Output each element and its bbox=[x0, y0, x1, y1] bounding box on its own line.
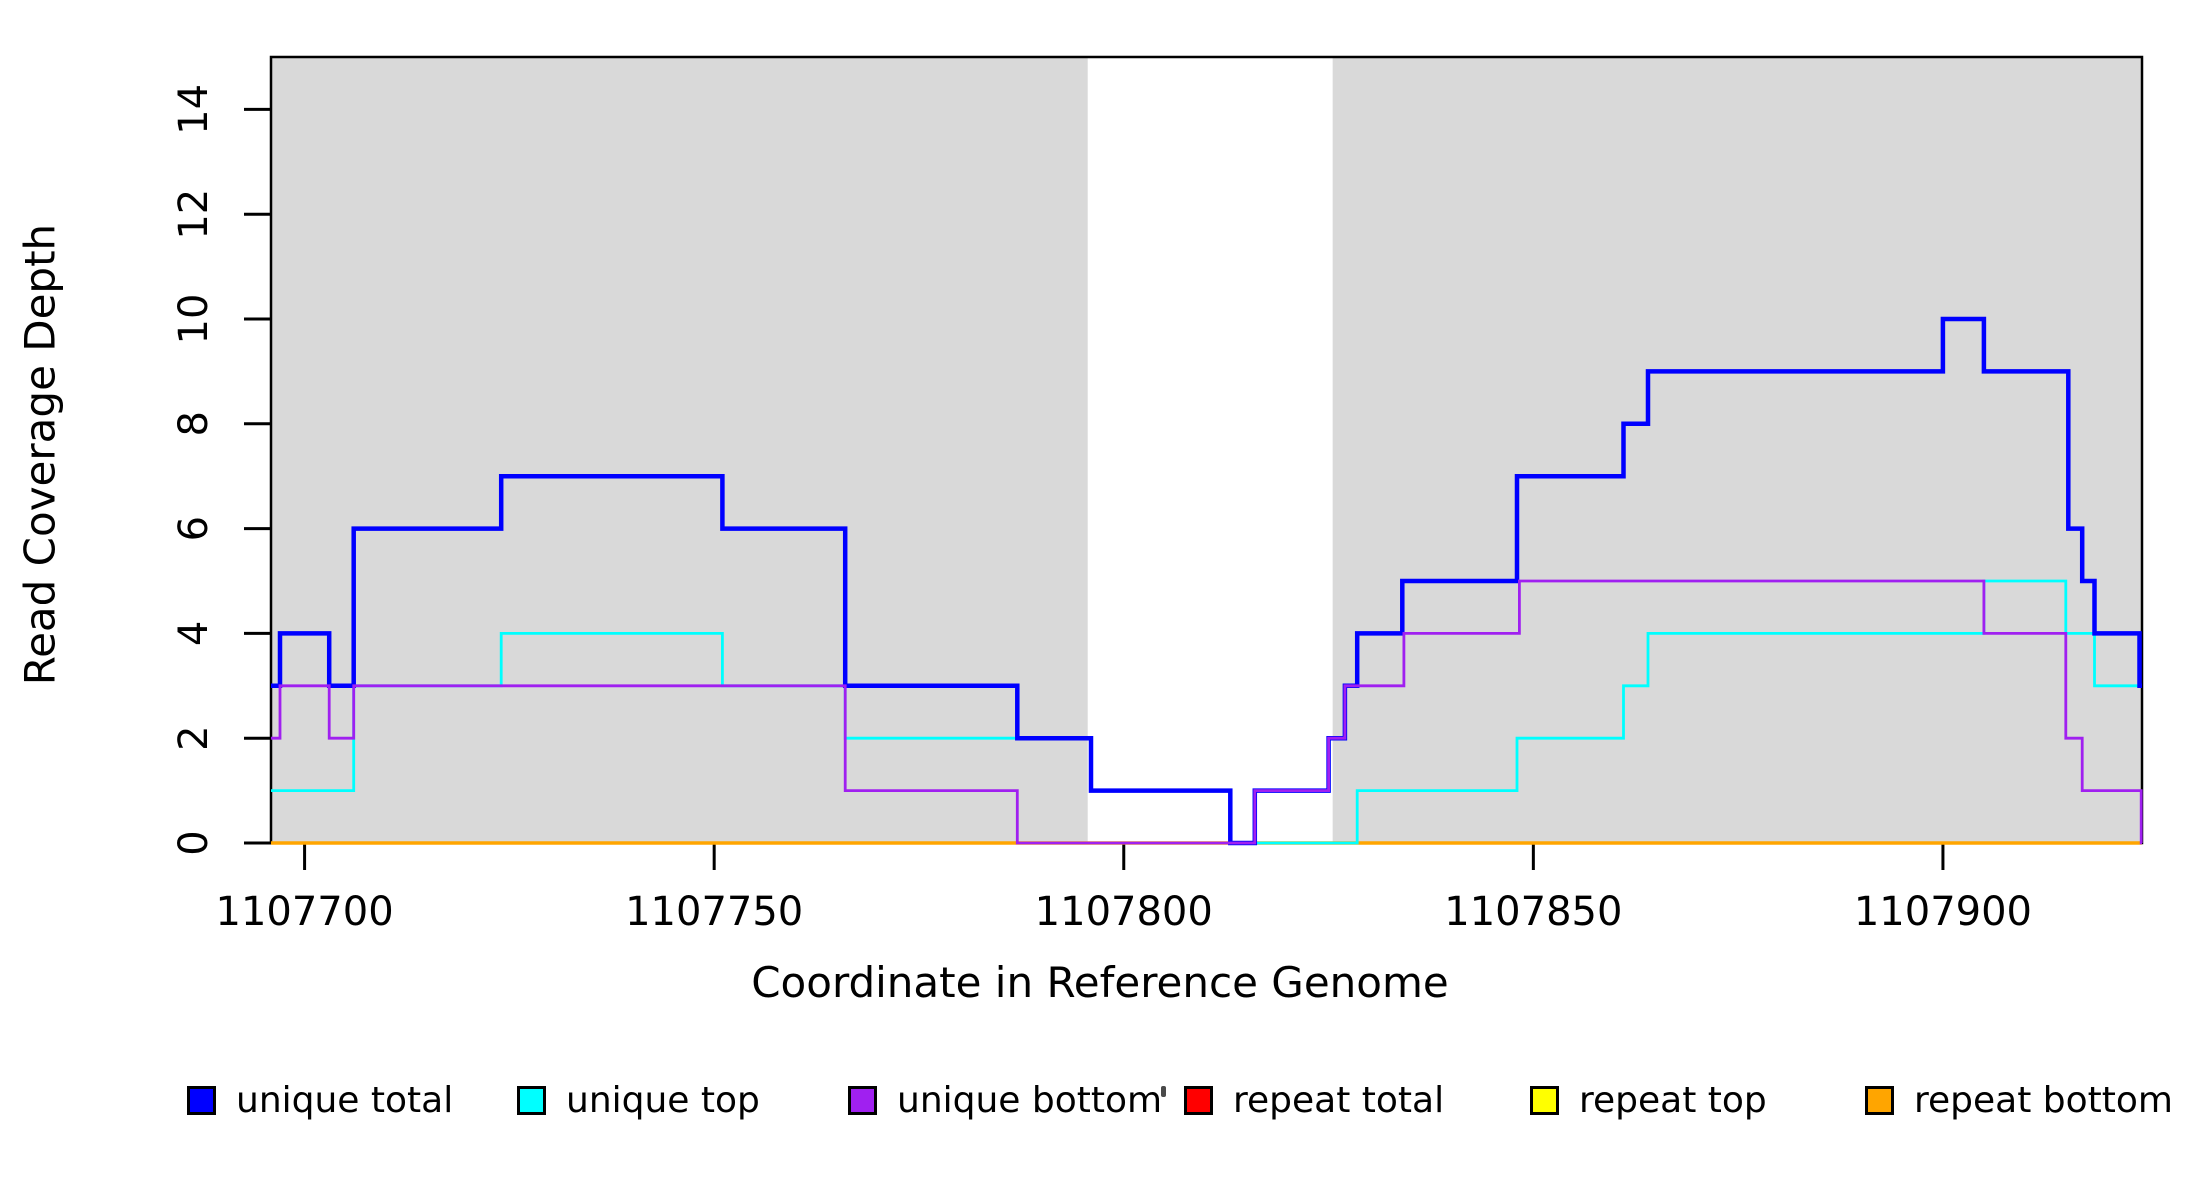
y-tick-label: 4 bbox=[171, 621, 217, 646]
shaded-region-1 bbox=[1332, 57, 2142, 843]
y-tick-label: 6 bbox=[171, 516, 217, 541]
y-tick-label: 8 bbox=[171, 411, 217, 436]
y-tick-label: 10 bbox=[171, 294, 217, 345]
shaded-region-0 bbox=[271, 57, 1088, 843]
x-tick-label: 1107750 bbox=[625, 889, 803, 935]
x-tick-label: 1107850 bbox=[1444, 889, 1622, 935]
y-tick-label: 0 bbox=[171, 830, 217, 855]
y-tick-label: 12 bbox=[171, 189, 217, 240]
stray-dot-artifact bbox=[1161, 1086, 1166, 1097]
series-line-unique-bottom bbox=[271, 579, 2143, 845]
x-tick-label: 1107700 bbox=[216, 889, 394, 935]
x-tick-label: 1107800 bbox=[1035, 889, 1213, 935]
y-tick-label: 14 bbox=[171, 84, 217, 135]
x-axis-title: Coordinate in Reference Genome bbox=[751, 958, 1449, 1007]
series-line-unique-top bbox=[271, 579, 2142, 845]
x-tick-label: 1107900 bbox=[1854, 889, 2032, 935]
y-tick-label: 2 bbox=[171, 725, 217, 750]
y-axis-title: Read Coverage Depth bbox=[15, 223, 65, 686]
